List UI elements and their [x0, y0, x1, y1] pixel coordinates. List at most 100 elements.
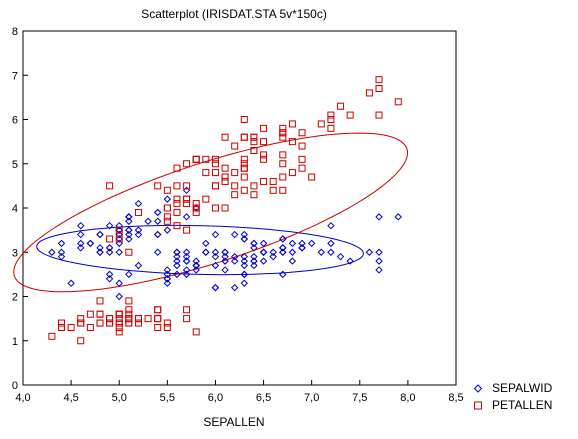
data-point	[183, 226, 191, 234]
data-point	[192, 328, 200, 336]
data-point	[134, 226, 143, 234]
data-point	[211, 155, 219, 163]
y-tick-label: 2	[12, 292, 18, 304]
data-point	[192, 208, 200, 216]
legend: SEPALWID PETALLEN	[473, 381, 553, 412]
data-point	[77, 230, 85, 239]
data-point	[163, 204, 171, 212]
y-tick-label: 3	[12, 247, 18, 259]
data-point	[327, 116, 335, 123]
data-point	[154, 315, 162, 323]
data-point	[96, 244, 104, 252]
data-point	[259, 257, 268, 265]
y-tick-label: 6	[12, 115, 18, 127]
data-point	[240, 160, 248, 168]
data-point	[192, 257, 200, 265]
data-point	[221, 204, 229, 212]
data-point	[230, 283, 239, 292]
data-point	[269, 248, 277, 256]
data-point	[183, 195, 191, 203]
data-point	[327, 111, 335, 119]
data-point	[106, 235, 114, 243]
data-point	[202, 169, 210, 177]
y-tick-label: 5	[12, 159, 18, 171]
data-point	[173, 257, 181, 265]
data-point	[240, 257, 249, 265]
data-point	[279, 151, 287, 159]
data-point	[298, 239, 306, 248]
legend-item-petallen: PETALLEN	[474, 398, 552, 412]
y-tick-label: 4	[12, 203, 18, 215]
data-point	[279, 244, 287, 252]
data-point	[211, 230, 220, 239]
data-point	[96, 310, 104, 318]
data-point	[230, 230, 239, 239]
data-point	[375, 111, 383, 119]
data-point	[365, 248, 374, 256]
data-point	[125, 213, 133, 221]
data-point	[96, 297, 104, 305]
data-point	[279, 129, 287, 137]
data-point	[240, 230, 249, 239]
data-point	[279, 270, 287, 279]
data-point	[240, 235, 249, 243]
data-point	[221, 257, 229, 265]
data-point	[57, 323, 65, 331]
data-point	[115, 292, 123, 301]
data-point	[192, 155, 200, 163]
data-point	[163, 266, 172, 274]
data-point	[77, 315, 85, 323]
data-point	[182, 252, 191, 261]
data-point	[48, 248, 56, 256]
data-point	[279, 173, 287, 181]
x-tick-label: 7,5	[352, 392, 367, 404]
data-point	[105, 248, 114, 256]
data-point	[106, 319, 114, 327]
data-point	[240, 252, 249, 261]
data-point	[77, 319, 85, 327]
series-petallen	[48, 76, 402, 345]
data-point	[260, 124, 268, 132]
data-point	[211, 204, 219, 212]
data-point	[125, 297, 133, 305]
data-point	[327, 221, 335, 230]
data-point	[115, 315, 123, 323]
data-points	[48, 76, 402, 345]
data-point	[240, 155, 248, 163]
series-sepalwid	[48, 186, 402, 301]
data-point	[125, 217, 133, 225]
data-point	[231, 142, 239, 150]
data-point	[192, 261, 200, 270]
y-axis: 0 1 2 3 4 5 6 7 8	[12, 26, 28, 392]
data-point	[57, 319, 65, 327]
data-point	[211, 169, 219, 177]
data-point	[269, 186, 277, 194]
data-point	[115, 279, 123, 287]
data-point	[211, 252, 220, 261]
data-point	[67, 279, 75, 287]
data-point	[106, 315, 114, 323]
data-point	[240, 116, 248, 123]
data-point	[327, 239, 335, 248]
data-point	[327, 124, 335, 132]
data-point	[250, 182, 258, 190]
data-point	[115, 310, 123, 318]
data-point	[250, 239, 258, 248]
y-tick-label: 1	[12, 336, 18, 348]
data-point	[346, 257, 354, 265]
data-point	[240, 133, 248, 141]
data-point	[298, 164, 306, 172]
data-point	[221, 133, 229, 141]
data-point	[173, 248, 181, 256]
y-tick-label: 0	[12, 380, 18, 392]
data-point	[279, 160, 287, 168]
data-point	[125, 226, 133, 234]
x-axis-label: SEPALLEN	[203, 415, 264, 429]
data-point	[125, 315, 133, 323]
data-point	[231, 169, 239, 177]
data-point	[269, 252, 277, 261]
data-point	[105, 270, 114, 279]
data-point	[259, 248, 268, 256]
x-tick-label: 4,0	[15, 392, 30, 404]
data-point	[115, 248, 123, 256]
